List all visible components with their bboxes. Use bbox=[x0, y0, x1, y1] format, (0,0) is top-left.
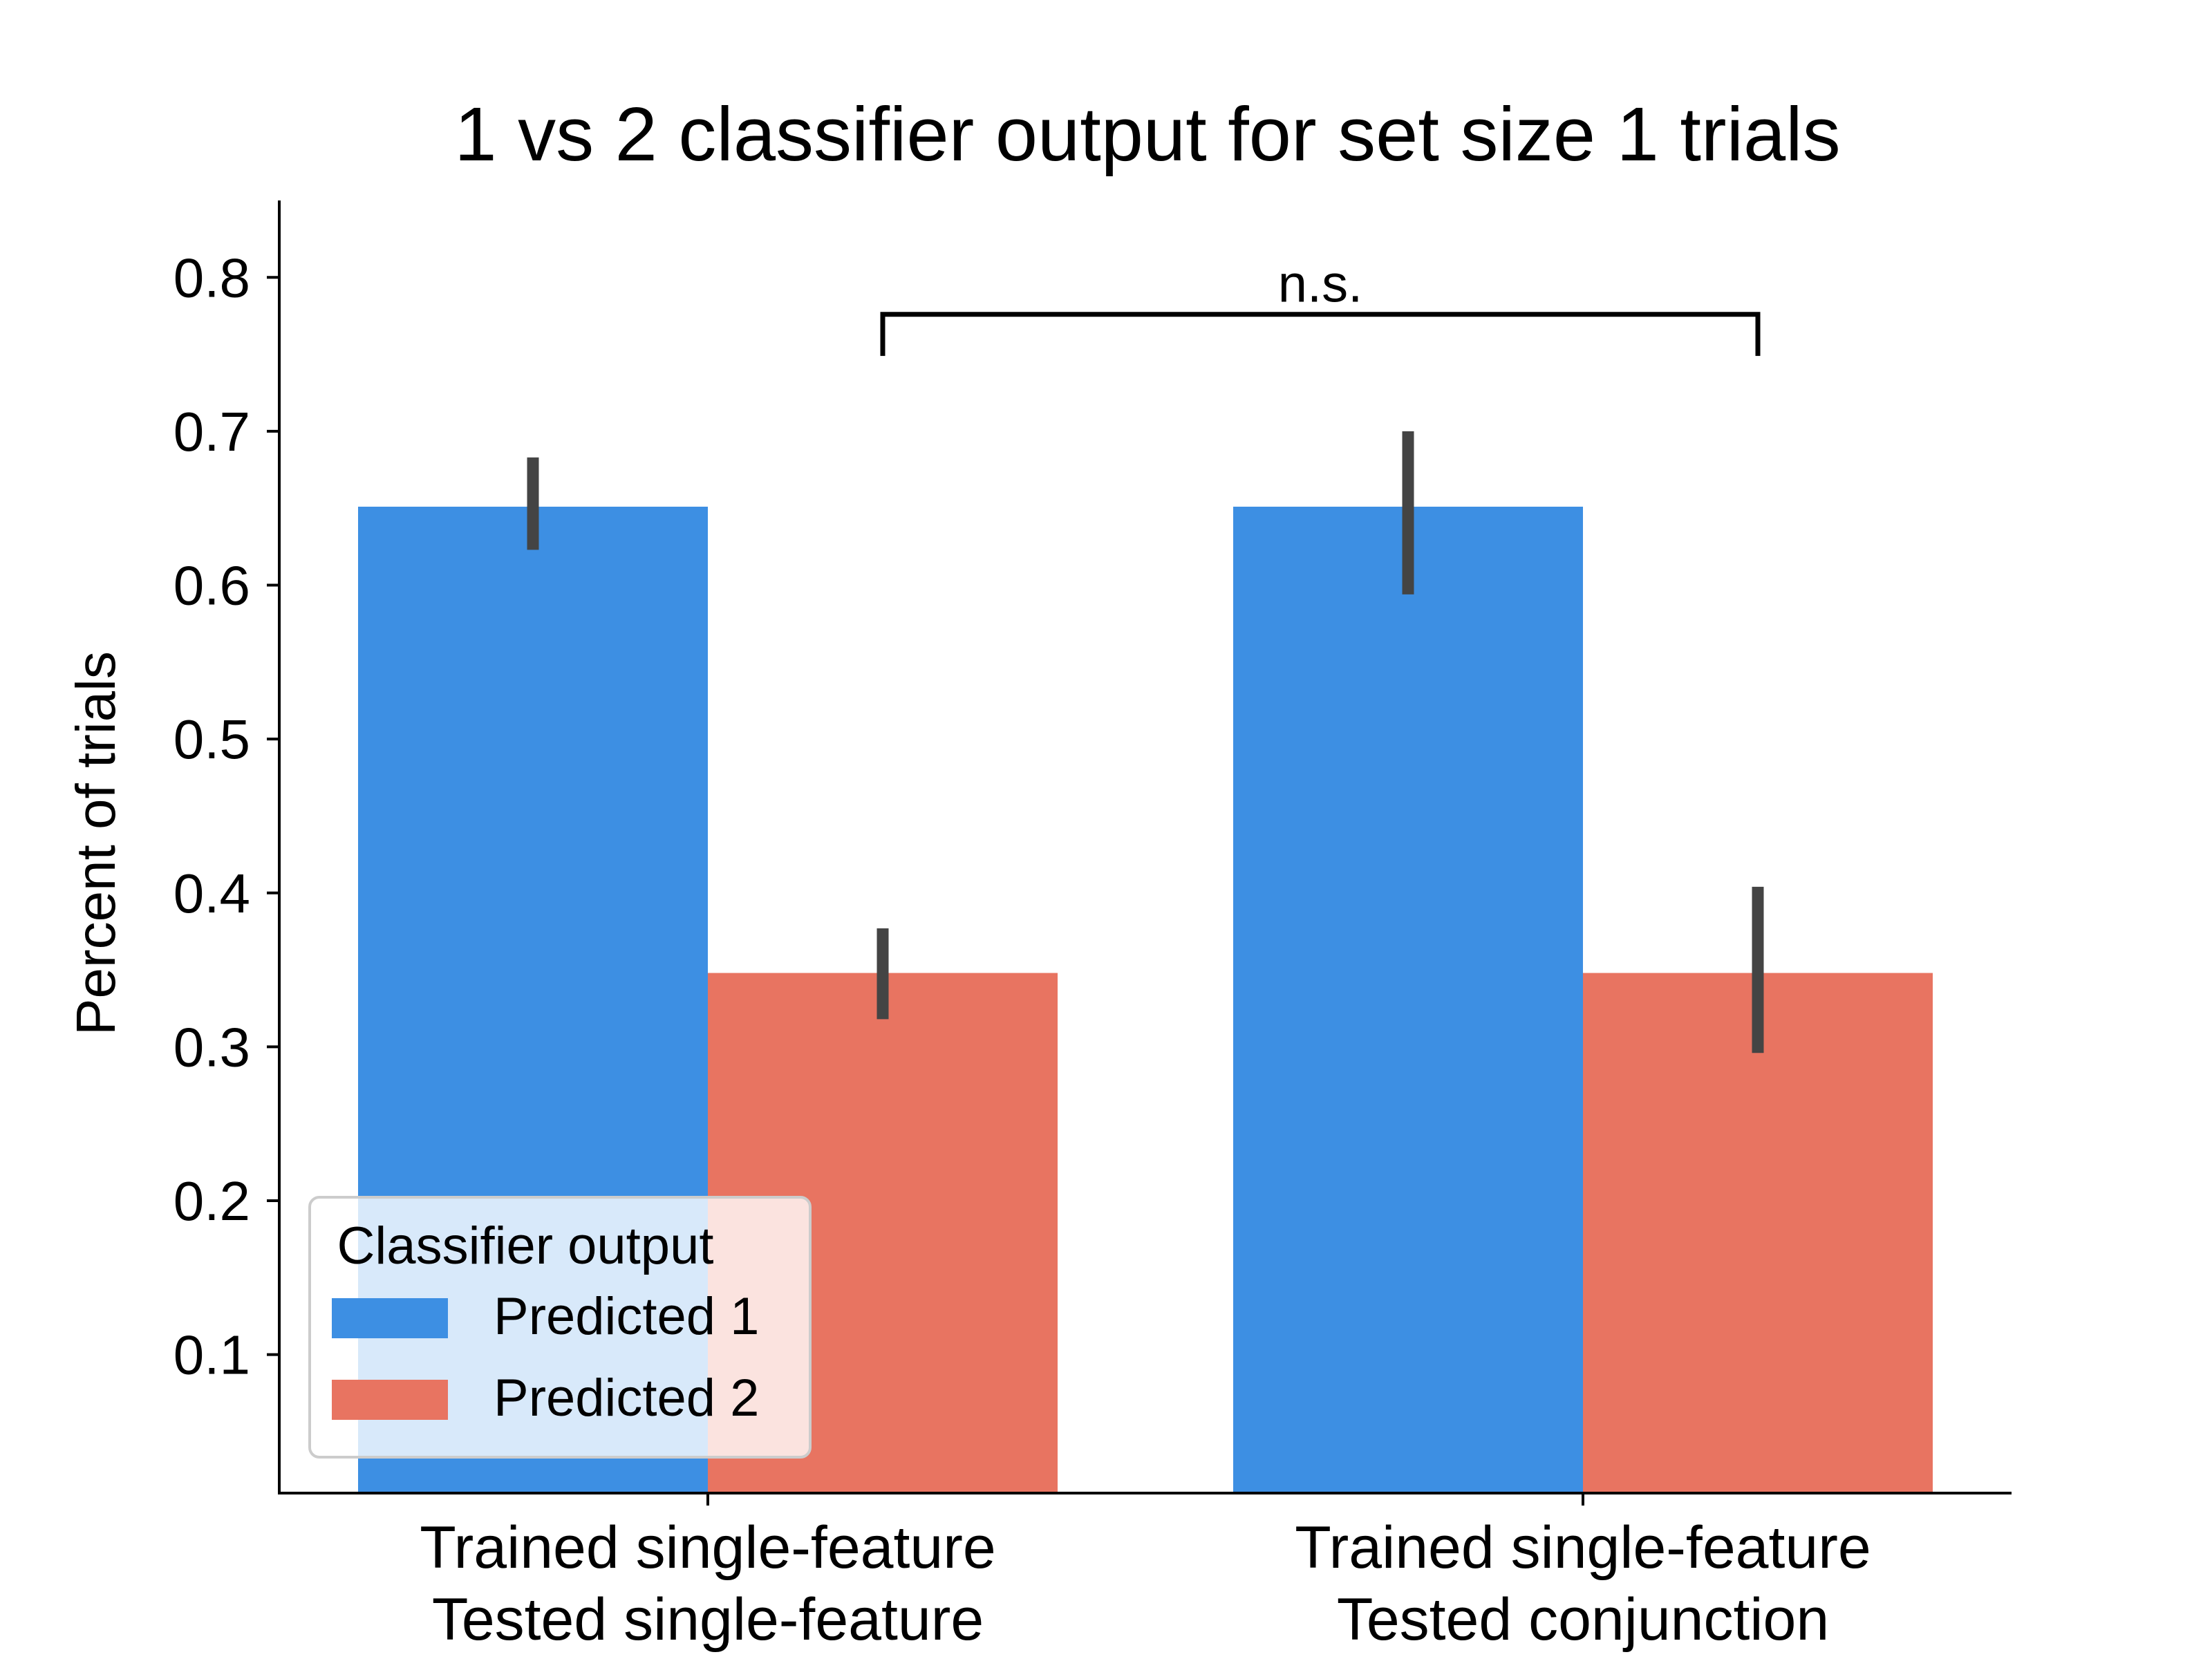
y-tick-label: 0.3 bbox=[174, 1016, 250, 1078]
plot-area: 0.1 0.2 0.3 0.4 0.5 0.6 0.7 0.8 Trained single-f… bbox=[174, 200, 2012, 1653]
legend-swatch bbox=[332, 1298, 448, 1338]
y-tick-label: 0.2 bbox=[174, 1170, 250, 1232]
significance-bracket bbox=[880, 312, 1761, 356]
legend-label: Predicted 1 bbox=[494, 1287, 759, 1346]
legend-label: Predicted 2 bbox=[494, 1369, 759, 1427]
y-tick-label: 0.7 bbox=[174, 401, 250, 462]
y-tick-label: 0.1 bbox=[174, 1324, 250, 1386]
legend-title: Classifier output bbox=[337, 1217, 714, 1275]
y-tick-label: 0.8 bbox=[174, 247, 250, 308]
chart-title: 1 vs 2 classifier output for set size 1 … bbox=[454, 92, 1840, 177]
x-tick-label: Tested single-feature bbox=[432, 1586, 984, 1653]
y-tick-label: 0.6 bbox=[174, 555, 250, 617]
x-tick-label: Trained single-feature bbox=[1295, 1515, 1871, 1581]
bar bbox=[1233, 507, 1583, 1493]
y-axis-label: Percent of trials bbox=[65, 651, 126, 1035]
x-tick-label: Tested conjunction bbox=[1337, 1586, 1829, 1653]
bar bbox=[1583, 973, 1933, 1493]
y-tick-label: 0.4 bbox=[174, 863, 250, 924]
x-tick-label: Trained single-feature bbox=[420, 1515, 995, 1581]
significance-label: n.s. bbox=[1278, 255, 1363, 314]
legend-swatch bbox=[332, 1380, 448, 1420]
y-tick-label: 0.5 bbox=[174, 709, 250, 770]
